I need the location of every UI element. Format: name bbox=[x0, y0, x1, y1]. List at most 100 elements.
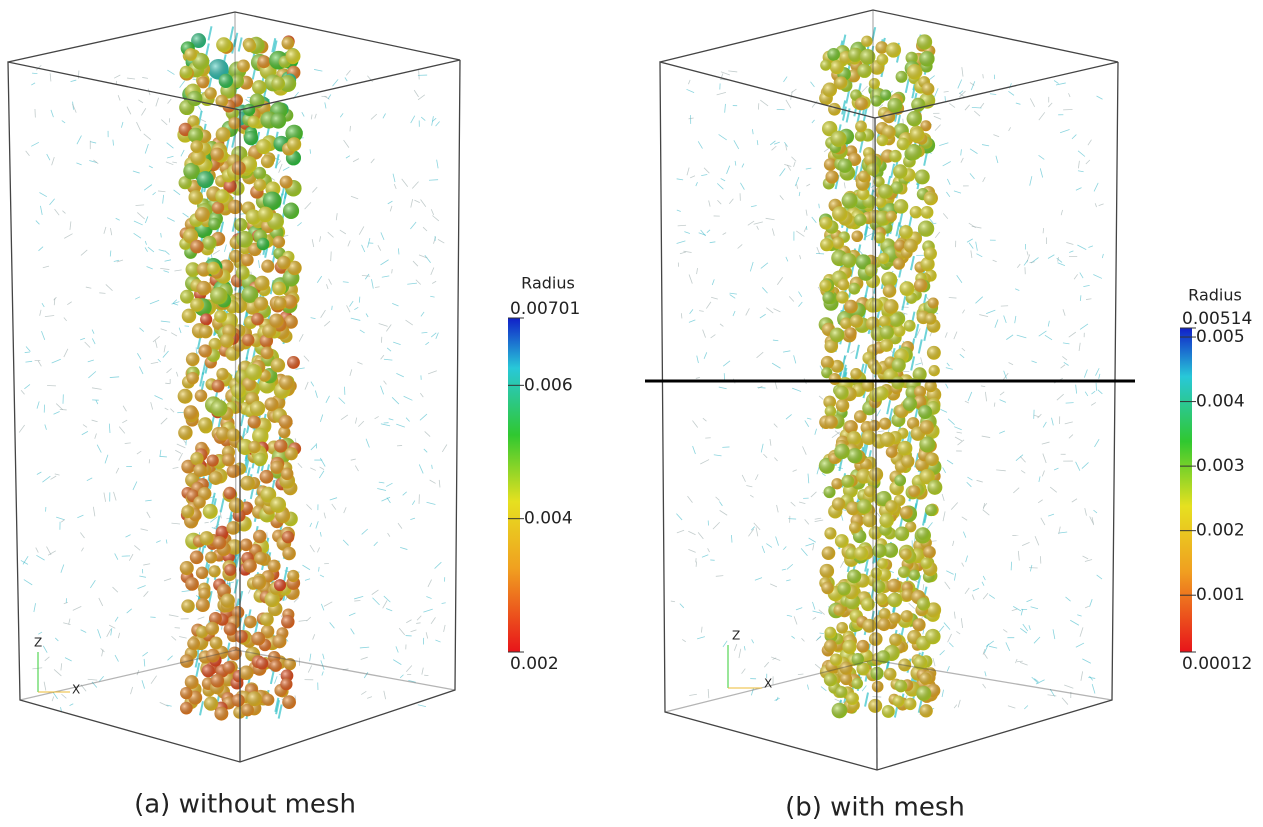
flow-arrow bbox=[940, 650, 945, 655]
flow-arrow bbox=[712, 279, 714, 285]
particle-shade bbox=[880, 90, 891, 101]
flow-arrow bbox=[1066, 403, 1074, 404]
flow-arrow bbox=[179, 328, 181, 333]
particle-shade bbox=[254, 297, 268, 311]
flow-arrow bbox=[805, 420, 809, 426]
flow-arrow bbox=[946, 384, 948, 389]
flow-arrow bbox=[45, 425, 47, 430]
flow-arrow bbox=[806, 168, 811, 169]
particle-shade bbox=[280, 678, 292, 690]
flow-arrow bbox=[379, 323, 388, 326]
flow-arrow bbox=[688, 80, 690, 84]
flow-arrow bbox=[815, 429, 817, 435]
flow-arrow bbox=[92, 420, 98, 422]
particle-shade bbox=[838, 159, 852, 173]
axis-label: X bbox=[72, 683, 80, 697]
flow-arrow bbox=[179, 637, 187, 639]
flow-arrow bbox=[321, 604, 324, 610]
flow-arrow bbox=[1003, 629, 1007, 632]
particle-shade bbox=[215, 189, 229, 203]
flow-arrow bbox=[171, 636, 176, 640]
particle-shade bbox=[273, 236, 285, 248]
particle-shade bbox=[872, 544, 886, 558]
flow-arrow bbox=[54, 669, 61, 676]
flow-arrow bbox=[817, 467, 819, 475]
flow-arrow bbox=[956, 631, 960, 634]
particle-shade bbox=[878, 253, 889, 264]
flow-arrow bbox=[957, 432, 962, 433]
particle-shade bbox=[180, 687, 192, 699]
flow-arrow bbox=[748, 221, 754, 225]
particle-shade bbox=[904, 698, 916, 710]
particle-shade bbox=[222, 453, 235, 466]
flow-arrow bbox=[81, 630, 87, 633]
flow-arrow bbox=[407, 283, 417, 284]
flow-arrow bbox=[64, 602, 68, 603]
flow-arrow bbox=[1093, 510, 1096, 513]
flow-arrow bbox=[680, 252, 686, 254]
particle-shade bbox=[196, 281, 211, 296]
particle-shade bbox=[884, 668, 897, 681]
particle-shade bbox=[190, 452, 203, 465]
flow-arrow bbox=[1085, 508, 1087, 516]
flow-arrow bbox=[1009, 363, 1013, 365]
flow-arrow bbox=[118, 633, 119, 638]
flow-arrow bbox=[158, 359, 161, 362]
flow-arrow bbox=[53, 693, 57, 699]
flow-arrow bbox=[51, 110, 53, 117]
particle-shade bbox=[825, 170, 838, 183]
flow-arrow bbox=[1058, 532, 1067, 533]
flow-arrow bbox=[943, 467, 946, 472]
flow-arrow bbox=[324, 602, 332, 607]
flow-arrow bbox=[999, 431, 1005, 433]
flow-arrow bbox=[751, 688, 753, 695]
caption: (b) with mesh bbox=[785, 793, 965, 823]
particle-shade bbox=[925, 313, 937, 325]
flow-arrow bbox=[1048, 514, 1054, 516]
particle-shade bbox=[261, 260, 274, 273]
flow-arrow bbox=[770, 439, 771, 446]
flow-arrow bbox=[1020, 662, 1028, 665]
colorbar-title: Radius bbox=[1188, 286, 1242, 305]
particle-shade bbox=[840, 673, 852, 685]
particle-shade bbox=[820, 60, 831, 71]
flow-arrow bbox=[777, 505, 779, 512]
flow-arrow bbox=[371, 159, 375, 163]
flow-arrow bbox=[418, 95, 425, 100]
particle-shade bbox=[835, 386, 849, 400]
flow-arrow bbox=[144, 185, 152, 191]
flow-arrow bbox=[1093, 274, 1102, 278]
flow-arrow bbox=[24, 580, 32, 585]
particle-shade bbox=[854, 214, 867, 227]
flow-arrow bbox=[789, 296, 794, 301]
flow-arrow bbox=[1061, 365, 1066, 368]
flow-arrow bbox=[720, 324, 723, 327]
particle-shade bbox=[240, 539, 253, 552]
flow-arrow bbox=[153, 336, 160, 342]
flow-arrow bbox=[996, 470, 1006, 471]
flow-arrow bbox=[442, 603, 446, 604]
flow-arrow bbox=[719, 134, 727, 139]
flow-arrow bbox=[47, 154, 50, 160]
flow-arrow bbox=[109, 625, 115, 628]
flow-arrow bbox=[832, 432, 840, 438]
flow-arrow bbox=[1083, 285, 1089, 286]
particle-shade bbox=[824, 673, 837, 686]
flow-arrow bbox=[816, 253, 824, 254]
flow-arrow bbox=[821, 687, 826, 691]
flow-arrow bbox=[783, 546, 786, 549]
flow-arrow bbox=[406, 666, 412, 672]
flow-arrow bbox=[19, 425, 25, 433]
flow-arrow bbox=[423, 609, 432, 612]
flow-arrow bbox=[121, 122, 123, 128]
flow-arrow bbox=[1080, 273, 1083, 278]
flow-arrow bbox=[432, 281, 436, 283]
flow-arrow bbox=[413, 261, 418, 266]
flow-arrow bbox=[339, 398, 345, 404]
axis-label: Z bbox=[732, 629, 740, 643]
flow-arrow bbox=[26, 346, 30, 351]
particle-shade bbox=[207, 262, 220, 275]
flow-arrow bbox=[697, 356, 699, 363]
flow-arrow bbox=[1082, 462, 1089, 468]
flow-arrow bbox=[299, 334, 303, 341]
